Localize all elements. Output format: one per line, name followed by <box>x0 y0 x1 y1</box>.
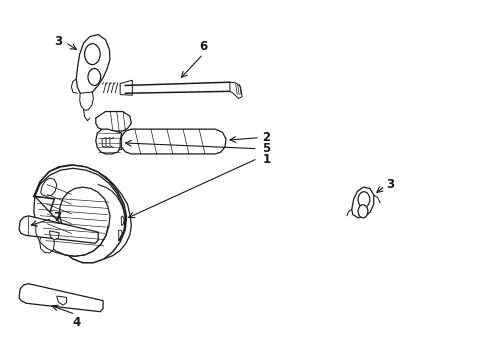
Polygon shape <box>114 133 122 150</box>
Polygon shape <box>34 187 110 256</box>
Polygon shape <box>80 92 93 110</box>
Text: 1: 1 <box>262 153 270 166</box>
Text: 4: 4 <box>72 316 80 329</box>
Polygon shape <box>19 216 98 243</box>
Polygon shape <box>120 129 225 154</box>
Polygon shape <box>49 231 59 240</box>
Polygon shape <box>96 129 122 154</box>
Circle shape <box>357 205 367 218</box>
Polygon shape <box>34 165 131 260</box>
Circle shape <box>84 44 100 64</box>
Polygon shape <box>121 216 124 226</box>
Polygon shape <box>96 112 131 131</box>
Polygon shape <box>57 296 66 305</box>
Polygon shape <box>41 178 57 196</box>
Polygon shape <box>76 35 110 95</box>
Text: 2: 2 <box>262 131 270 144</box>
Polygon shape <box>35 165 126 263</box>
Polygon shape <box>120 80 132 95</box>
Polygon shape <box>351 187 373 218</box>
Text: 6: 6 <box>199 40 207 53</box>
Text: 3: 3 <box>385 178 393 191</box>
Polygon shape <box>40 234 54 253</box>
Text: 3: 3 <box>54 35 62 48</box>
Polygon shape <box>229 82 242 99</box>
Polygon shape <box>19 284 103 312</box>
Text: 5: 5 <box>262 142 270 155</box>
Polygon shape <box>119 230 122 240</box>
Circle shape <box>88 68 101 85</box>
Circle shape <box>357 192 369 207</box>
Text: 7: 7 <box>53 211 61 224</box>
